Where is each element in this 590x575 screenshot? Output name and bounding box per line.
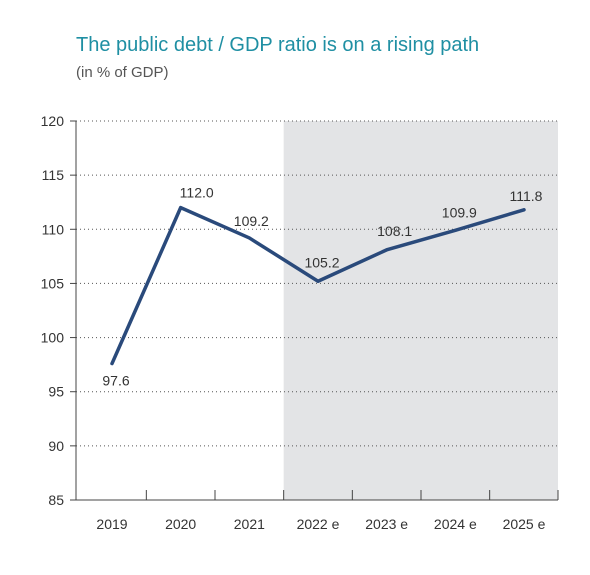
data-label: 108.1 (377, 223, 412, 239)
x-tick-label: 2024 e (434, 516, 477, 532)
y-tick-label: 105 (41, 275, 65, 291)
y-tick-label: 120 (41, 113, 65, 129)
y-tick-label: 100 (41, 330, 65, 346)
x-tick-label: 2020 (165, 516, 196, 532)
data-point (453, 228, 457, 232)
forecast-shaded-region (283, 121, 558, 500)
y-tick-label: 90 (48, 438, 64, 454)
data-point (110, 362, 114, 366)
data-point (316, 279, 320, 283)
y-tick-label: 110 (42, 221, 65, 237)
data-point (179, 206, 183, 210)
x-tick-label: 2023 e (365, 516, 408, 532)
y-tick-label: 85 (48, 492, 64, 508)
x-tick-label: 2021 (234, 516, 265, 532)
y-tick-label: 95 (48, 384, 64, 400)
x-tick-label: 2019 (96, 516, 127, 532)
data-label: 112.0 (180, 185, 214, 201)
data-label: 109.2 (234, 213, 269, 229)
data-label: 105.2 (304, 254, 339, 270)
data-point (385, 248, 389, 252)
chart-subtitle: (in % of GDP) (76, 64, 169, 81)
x-tick-label: 2022 e (297, 516, 340, 532)
data-label: 109.9 (442, 204, 477, 220)
data-label: 97.6 (102, 373, 129, 389)
data-point (522, 208, 526, 212)
data-point (247, 236, 251, 240)
data-label: 111.8 (510, 188, 543, 204)
chart-title: The public debt / GDP ratio is on a risi… (76, 34, 480, 56)
x-tick-label: 2025 e (503, 516, 546, 532)
y-tick-label: 115 (42, 167, 65, 183)
